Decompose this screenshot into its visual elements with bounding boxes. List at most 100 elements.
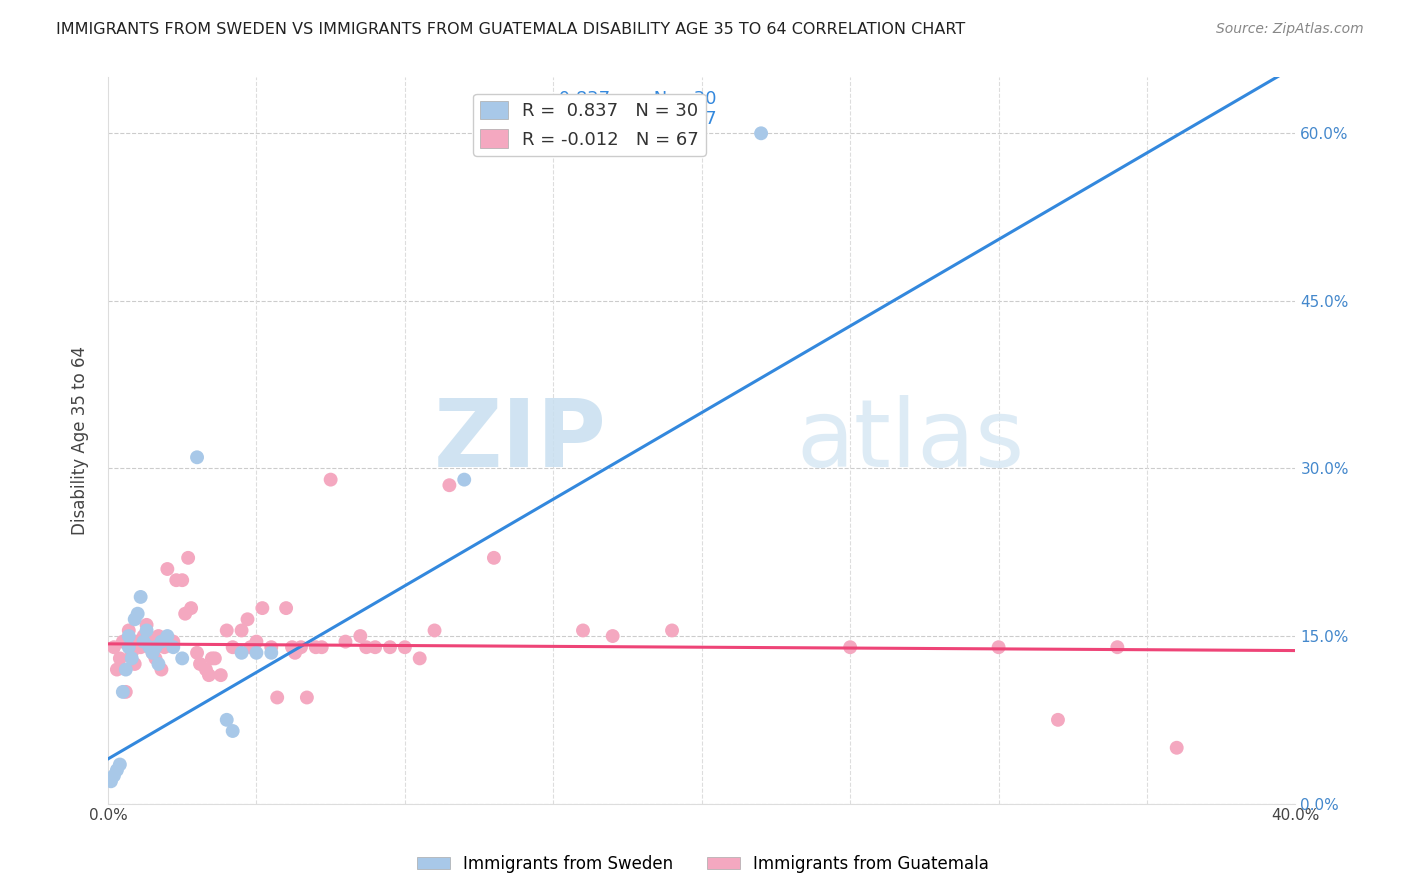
Point bbox=[252, 601, 274, 615]
Text: ZIP: ZIP bbox=[434, 394, 607, 486]
Point bbox=[423, 624, 446, 638]
Point bbox=[987, 640, 1010, 655]
Point bbox=[114, 663, 136, 677]
Point bbox=[349, 629, 371, 643]
Point bbox=[135, 618, 157, 632]
Point bbox=[121, 651, 143, 665]
Point bbox=[839, 640, 862, 655]
Point bbox=[260, 646, 283, 660]
Point bbox=[281, 640, 304, 655]
Point bbox=[153, 640, 176, 655]
Point bbox=[186, 450, 208, 465]
Point bbox=[260, 640, 283, 655]
Point bbox=[1107, 640, 1129, 655]
Point bbox=[148, 657, 170, 671]
Point bbox=[172, 651, 194, 665]
Text: N = 67: N = 67 bbox=[648, 110, 717, 128]
Point bbox=[204, 651, 226, 665]
Text: IMMIGRANTS FROM SWEDEN VS IMMIGRANTS FROM GUATEMALA DISABILITY AGE 35 TO 64 CORR: IMMIGRANTS FROM SWEDEN VS IMMIGRANTS FRO… bbox=[56, 22, 966, 37]
Point bbox=[274, 601, 297, 615]
Point bbox=[165, 573, 187, 587]
Point bbox=[127, 634, 149, 648]
Point bbox=[145, 651, 167, 665]
Point bbox=[439, 478, 461, 492]
Point bbox=[305, 640, 328, 655]
Point bbox=[236, 612, 259, 626]
Point bbox=[231, 624, 253, 638]
Point bbox=[215, 624, 238, 638]
Point bbox=[132, 634, 155, 648]
Point bbox=[245, 634, 267, 648]
Text: atlas: atlas bbox=[797, 394, 1025, 486]
Point bbox=[118, 629, 141, 643]
Point bbox=[129, 640, 152, 655]
Point bbox=[141, 646, 163, 660]
Point bbox=[201, 651, 224, 665]
Point bbox=[124, 612, 146, 626]
Point bbox=[335, 634, 357, 648]
Point bbox=[194, 663, 217, 677]
Point bbox=[135, 624, 157, 638]
Point bbox=[132, 629, 155, 643]
Point bbox=[114, 685, 136, 699]
Point bbox=[111, 634, 134, 648]
Point bbox=[156, 562, 179, 576]
Point bbox=[141, 646, 163, 660]
Point bbox=[209, 668, 232, 682]
Point bbox=[150, 663, 173, 677]
Point bbox=[188, 657, 211, 671]
Point bbox=[118, 624, 141, 638]
Point bbox=[156, 629, 179, 643]
Point bbox=[1046, 713, 1069, 727]
Point bbox=[129, 590, 152, 604]
Point bbox=[198, 668, 221, 682]
Point bbox=[409, 651, 432, 665]
Point bbox=[239, 640, 262, 655]
Point bbox=[319, 473, 342, 487]
Text: N = 30: N = 30 bbox=[648, 89, 717, 108]
Point bbox=[103, 640, 125, 655]
Point bbox=[290, 640, 312, 655]
Text: 0.837: 0.837 bbox=[554, 89, 610, 108]
Point bbox=[186, 646, 208, 660]
Point bbox=[394, 640, 416, 655]
Point bbox=[108, 651, 131, 665]
Text: Source: ZipAtlas.com: Source: ZipAtlas.com bbox=[1216, 22, 1364, 37]
Point bbox=[572, 624, 595, 638]
Point bbox=[162, 640, 184, 655]
Point bbox=[100, 774, 122, 789]
Point bbox=[266, 690, 288, 705]
Point bbox=[231, 646, 253, 660]
Legend: R =  0.837   N = 30, R = -0.012   N = 67: R = 0.837 N = 30, R = -0.012 N = 67 bbox=[474, 94, 706, 156]
Point bbox=[162, 634, 184, 648]
Point bbox=[105, 763, 128, 777]
Text: -0.012: -0.012 bbox=[554, 110, 612, 128]
Point bbox=[121, 646, 143, 660]
Point bbox=[105, 663, 128, 677]
Point bbox=[174, 607, 197, 621]
Point bbox=[1166, 740, 1188, 755]
Point bbox=[124, 657, 146, 671]
Point bbox=[378, 640, 401, 655]
Point bbox=[295, 690, 318, 705]
Y-axis label: Disability Age 35 to 64: Disability Age 35 to 64 bbox=[72, 346, 89, 535]
Point bbox=[221, 724, 243, 739]
Point bbox=[356, 640, 378, 655]
Point bbox=[172, 573, 194, 587]
Point bbox=[177, 550, 200, 565]
Point bbox=[215, 713, 238, 727]
Point bbox=[245, 646, 267, 660]
Point bbox=[602, 629, 624, 643]
Point bbox=[103, 769, 125, 783]
Point bbox=[749, 126, 772, 140]
Point bbox=[284, 646, 307, 660]
Point bbox=[111, 685, 134, 699]
Point bbox=[661, 624, 683, 638]
Point bbox=[138, 640, 160, 655]
Point bbox=[138, 634, 160, 648]
Point bbox=[127, 607, 149, 621]
Point bbox=[145, 640, 167, 655]
Point bbox=[108, 757, 131, 772]
Point bbox=[148, 629, 170, 643]
Legend: Immigrants from Sweden, Immigrants from Guatemala: Immigrants from Sweden, Immigrants from … bbox=[411, 848, 995, 880]
